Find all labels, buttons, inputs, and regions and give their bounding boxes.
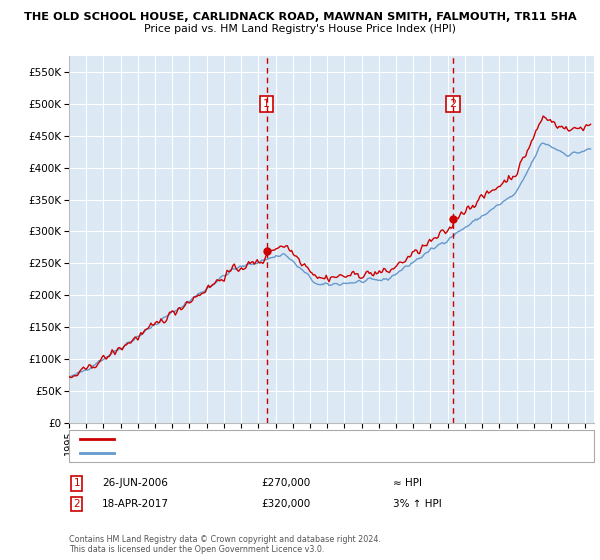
Text: 2: 2 bbox=[449, 99, 457, 109]
Text: ≈ HPI: ≈ HPI bbox=[393, 478, 422, 488]
Text: £320,000: £320,000 bbox=[261, 499, 310, 509]
Text: 1: 1 bbox=[73, 478, 80, 488]
Text: THE OLD SCHOOL HOUSE, CARLIDNACK ROAD, MAWNAN SMITH, FALMOUTH, TR11 5HA (: THE OLD SCHOOL HOUSE, CARLIDNACK ROAD, M… bbox=[121, 434, 539, 443]
Text: HPI: Average price, detached house, Cornwall: HPI: Average price, detached house, Corn… bbox=[121, 449, 338, 458]
Text: 18-APR-2017: 18-APR-2017 bbox=[102, 499, 169, 509]
Text: THE OLD SCHOOL HOUSE, CARLIDNACK ROAD, MAWNAN SMITH, FALMOUTH, TR11 5HA: THE OLD SCHOOL HOUSE, CARLIDNACK ROAD, M… bbox=[23, 12, 577, 22]
Text: 2: 2 bbox=[73, 499, 80, 509]
Text: Contains HM Land Registry data © Crown copyright and database right 2024.
This d: Contains HM Land Registry data © Crown c… bbox=[69, 535, 381, 554]
Text: Price paid vs. HM Land Registry's House Price Index (HPI): Price paid vs. HM Land Registry's House … bbox=[144, 24, 456, 34]
Text: 26-JUN-2006: 26-JUN-2006 bbox=[102, 478, 168, 488]
Text: 3% ↑ HPI: 3% ↑ HPI bbox=[393, 499, 442, 509]
Text: £270,000: £270,000 bbox=[261, 478, 310, 488]
Text: 1: 1 bbox=[263, 99, 270, 109]
